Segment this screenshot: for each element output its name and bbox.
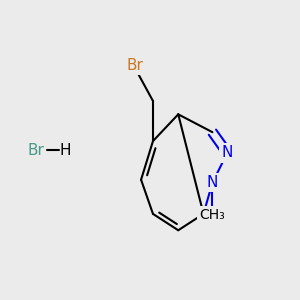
Text: H: H — [59, 142, 71, 158]
Text: N: N — [222, 146, 233, 160]
Text: Br: Br — [27, 142, 44, 158]
Text: Br: Br — [127, 58, 144, 73]
Text: N: N — [207, 175, 218, 190]
Text: CH₃: CH₃ — [200, 208, 225, 222]
